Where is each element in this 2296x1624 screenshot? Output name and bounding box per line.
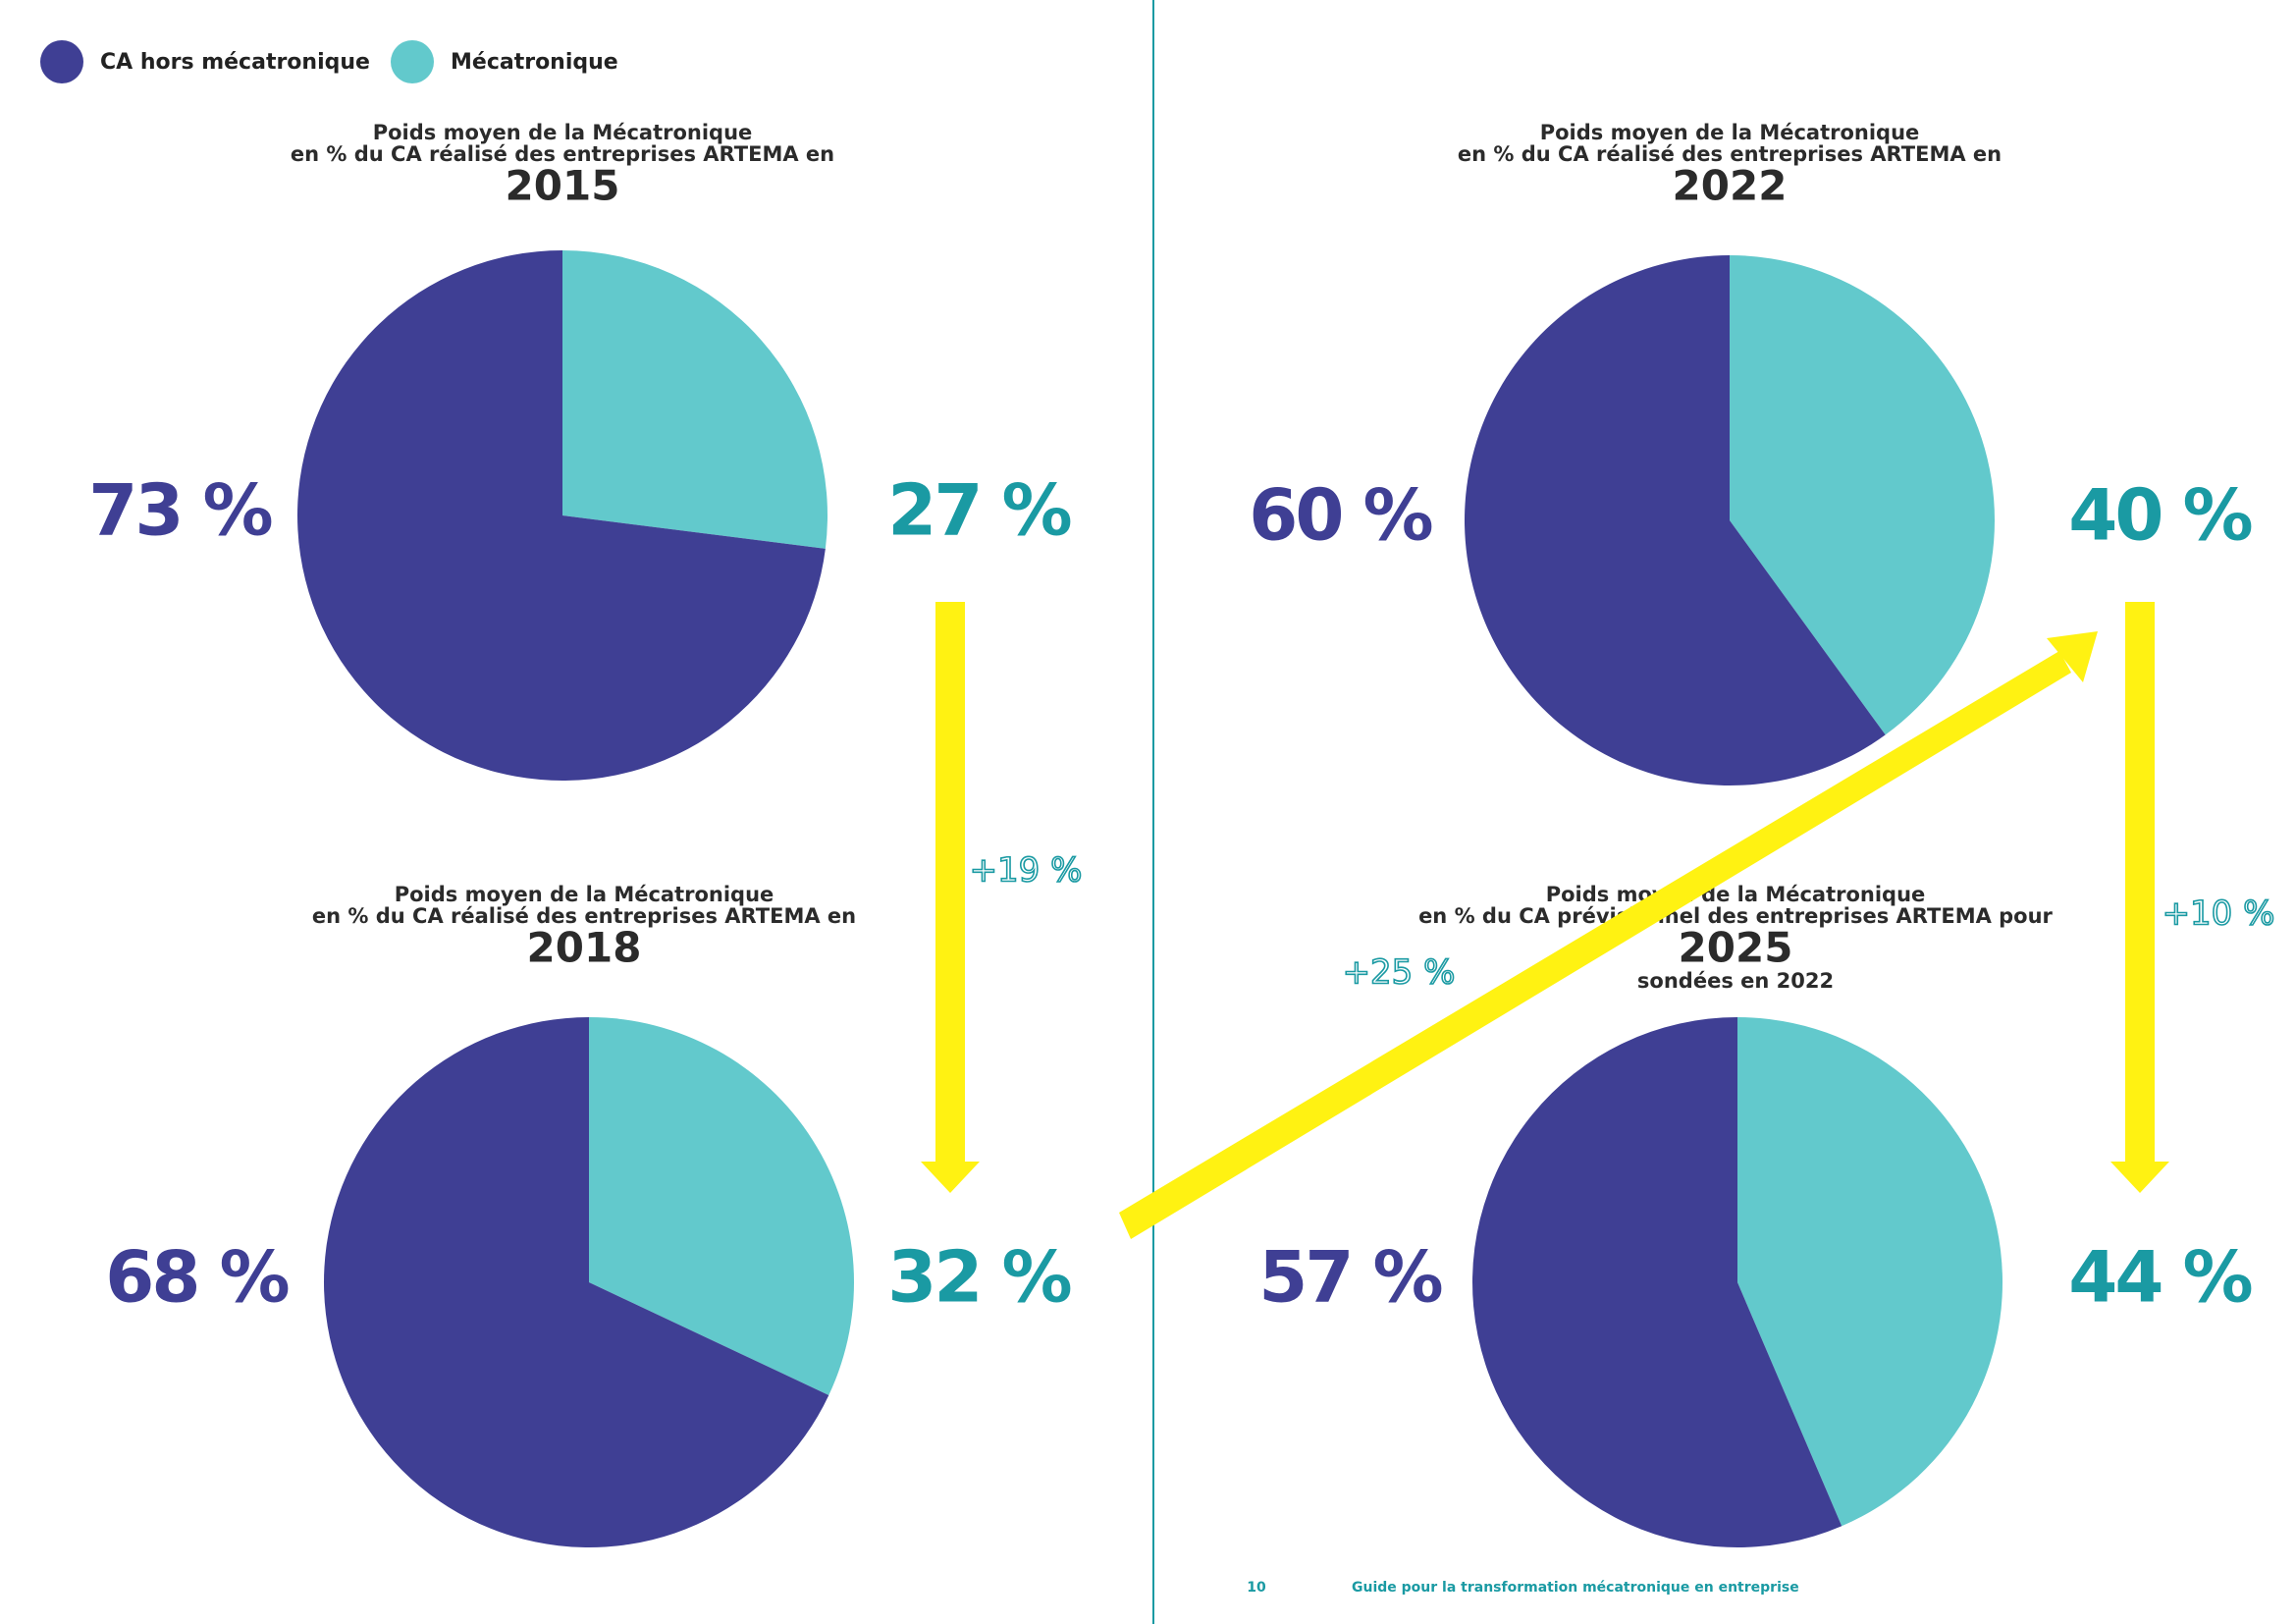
pie-slice bbox=[296, 250, 826, 781]
arrow-head bbox=[2047, 631, 2098, 682]
pie-slice bbox=[1472, 1017, 1842, 1547]
arrow-shaft bbox=[1119, 651, 2071, 1239]
change-annotation: +25 % bbox=[1343, 953, 1456, 993]
value-label: 32 % bbox=[887, 1236, 1070, 1319]
value-label: 60 % bbox=[1249, 474, 1431, 557]
chart-title: 2018 bbox=[527, 924, 642, 972]
legend-swatch bbox=[391, 40, 434, 83]
value-label: 73 % bbox=[88, 469, 271, 552]
legend-label: Mécatronique bbox=[451, 50, 618, 75]
legend-label: CA hors mécatronique bbox=[100, 50, 370, 75]
arrow-shaft bbox=[935, 602, 965, 1166]
pie-slice bbox=[1730, 255, 1995, 735]
arrows bbox=[921, 602, 2169, 1239]
footer-text: Guide pour la transformation mécatroniqu… bbox=[1352, 1580, 1799, 1596]
change-annotation: +10 % bbox=[2163, 894, 2275, 934]
chart-title: 2025 bbox=[1679, 924, 1793, 972]
chart-title: en % du CA prévisionnel des entreprises … bbox=[1418, 904, 2053, 928]
value-label: 27 % bbox=[887, 469, 1070, 552]
chart-title: en % du CA réalisé des entreprises ARTEM… bbox=[291, 142, 834, 166]
value-label: 57 % bbox=[1258, 1236, 1441, 1319]
chart-title: 2022 bbox=[1673, 162, 1788, 210]
arrow-head bbox=[2110, 1162, 2169, 1193]
chart-title: en % du CA réalisé des entreprises ARTEM… bbox=[312, 904, 856, 928]
arrow-head bbox=[921, 1162, 980, 1193]
chart-title: Poids moyen de la Mécatronique bbox=[395, 883, 774, 906]
change-annotation: +19 % bbox=[970, 851, 1083, 891]
chart-title: Poids moyen de la Mécatronique bbox=[1546, 883, 1926, 906]
pie-slice bbox=[1737, 1017, 2002, 1527]
page-number: 10 bbox=[1247, 1580, 1266, 1596]
value-label: 40 % bbox=[2068, 474, 2251, 557]
pie-slice bbox=[589, 1017, 854, 1395]
chart-title: 2015 bbox=[506, 162, 620, 210]
arrow-shaft bbox=[2125, 602, 2155, 1166]
value-label: 68 % bbox=[105, 1236, 288, 1319]
legend-swatch bbox=[40, 40, 83, 83]
pie-slice bbox=[562, 250, 828, 549]
chart-title: Poids moyen de la Mécatronique bbox=[373, 121, 753, 144]
chart-title: Poids moyen de la Mécatronique bbox=[1540, 121, 1920, 144]
pie-slice bbox=[323, 1017, 829, 1547]
chart-title: sondées en 2022 bbox=[1637, 969, 1834, 993]
chart-title: en % du CA réalisé des entreprises ARTEM… bbox=[1458, 142, 2002, 166]
value-label: 44 % bbox=[2068, 1236, 2251, 1319]
pie-slice bbox=[1465, 255, 1886, 785]
